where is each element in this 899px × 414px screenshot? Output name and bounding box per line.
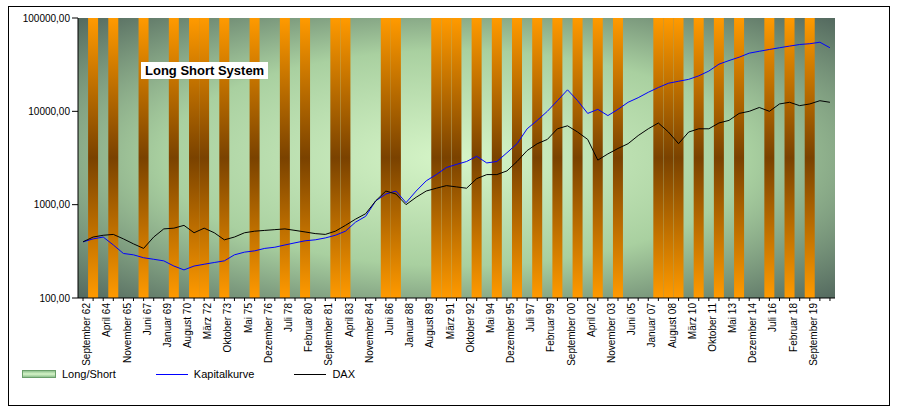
- svg-text:April 02: April 02: [586, 303, 597, 337]
- svg-text:Juni 05: Juni 05: [626, 303, 637, 336]
- svg-text:Januar 07: Januar 07: [646, 303, 657, 348]
- svg-text:Juni 67: Juni 67: [142, 303, 153, 336]
- svg-text:September 81: September 81: [323, 303, 334, 366]
- svg-text:März 91: März 91: [445, 303, 456, 340]
- svg-text:Oktober 11: Oktober 11: [707, 303, 718, 352]
- svg-text:Februar 80: Februar 80: [303, 303, 314, 352]
- svg-text:Mai 94: Mai 94: [485, 303, 496, 333]
- svg-text:Dezember 14: Dezember 14: [747, 303, 758, 363]
- html-text:DAX: DAX: [332, 368, 355, 380]
- html-text:Long Short System: Long Short System: [145, 63, 265, 78]
- html-text:Long/Short: Long/Short: [62, 368, 116, 380]
- svg-text:Dezember 76: Dezember 76: [263, 303, 274, 363]
- svg-text:September 19: September 19: [808, 303, 819, 366]
- svg-text:November 03: November 03: [606, 303, 617, 363]
- svg-text:September 00: September 00: [566, 303, 577, 366]
- html-text:Kapitalkurve: Kapitalkurve: [193, 368, 255, 380]
- svg-text:August 89: August 89: [424, 303, 435, 348]
- svg-text:Dezember 95: Dezember 95: [505, 303, 516, 363]
- svg-text:Juli 97: Juli 97: [525, 303, 536, 332]
- svg-text:Juni 86: Juni 86: [384, 303, 395, 336]
- svg-text:100000,00: 100000,00: [23, 13, 71, 24]
- svg-text:1000,00: 1000,00: [34, 199, 71, 210]
- svg-text:Januar 69: Januar 69: [162, 303, 173, 348]
- svg-text:Juli 78: Juli 78: [283, 303, 294, 332]
- svg-text:10000,00: 10000,00: [28, 106, 70, 117]
- svg-text:Februar 18: Februar 18: [788, 303, 799, 352]
- svg-text:September 62: September 62: [81, 303, 92, 366]
- svg-text:April 64: April 64: [101, 303, 112, 337]
- svg-text:Oktober 92: Oktober 92: [465, 303, 476, 353]
- svg-text:Januar 88: Januar 88: [404, 303, 415, 348]
- svg-text:März 10: März 10: [687, 303, 698, 340]
- svg-text:April 83: April 83: [344, 303, 355, 337]
- svg-text:Juli 16: Juli 16: [767, 303, 778, 332]
- svg-text:Februar 99: Februar 99: [545, 303, 556, 352]
- svg-text:November 65: November 65: [122, 303, 133, 363]
- svg-text:August 70: August 70: [182, 303, 193, 348]
- svg-text:Oktober 73: Oktober 73: [222, 303, 233, 353]
- svg-text:November 84: November 84: [364, 303, 375, 363]
- svg-text:100,00: 100,00: [39, 293, 70, 304]
- svg-text:März 72: März 72: [202, 303, 213, 340]
- svg-text:Mai 13: Mai 13: [727, 303, 738, 333]
- svg-text:August 08: August 08: [667, 303, 678, 348]
- svg-text:Mai 75: Mai 75: [243, 303, 254, 333]
